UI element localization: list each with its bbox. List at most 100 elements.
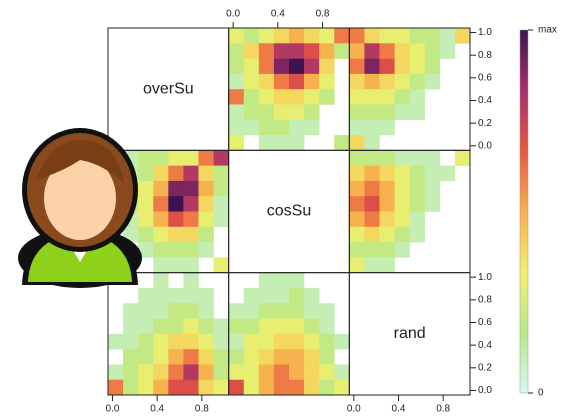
heat-cell — [379, 165, 395, 182]
heat-cell — [243, 58, 260, 75]
heat-cell — [409, 196, 426, 212]
heat-cell — [168, 211, 184, 228]
heat-cell — [138, 150, 154, 166]
heat-cell — [364, 180, 380, 197]
heat-cell — [168, 196, 184, 212]
heat-cell — [168, 165, 184, 182]
heat-cell — [213, 349, 229, 365]
heat-cell — [409, 104, 426, 121]
heat-cell — [138, 349, 154, 365]
heat-cell — [168, 303, 184, 319]
heat-cell — [138, 379, 154, 396]
heat-cell — [349, 58, 365, 75]
heat-cell — [349, 242, 365, 258]
heat-cell — [364, 58, 380, 75]
heat-cell — [123, 303, 139, 319]
y-tick-label: 1.0 — [478, 27, 492, 38]
heat-cell — [273, 28, 290, 44]
heat-cell — [379, 119, 395, 136]
heat-cell — [364, 119, 380, 136]
y-tick-label: 0.6 — [478, 317, 492, 328]
heat-cell — [409, 43, 426, 59]
heat-cell — [304, 28, 320, 44]
heat-cell — [289, 43, 305, 59]
heat-cell — [349, 119, 365, 136]
heat-cell — [454, 28, 471, 44]
heat-cell — [183, 318, 199, 335]
heat-cell — [123, 318, 139, 335]
heat-cell — [213, 364, 229, 381]
heat-cell — [228, 28, 245, 44]
heat-cell — [304, 119, 320, 136]
heat-cell — [289, 119, 305, 136]
heat-cell — [349, 211, 365, 228]
heat-cell — [243, 318, 260, 335]
heat-cell — [319, 73, 335, 90]
heat-cell — [138, 318, 154, 335]
x-tick-label: 0.4 — [150, 404, 164, 415]
y-tick-label: 0.8 — [478, 294, 492, 305]
variable-label: cosSu — [267, 203, 311, 220]
heat-cell — [379, 242, 395, 258]
heat-cell — [198, 349, 214, 365]
heat-cell — [243, 364, 260, 381]
heat-cell — [364, 73, 380, 90]
heat-cell — [138, 242, 154, 258]
heat-cell — [273, 318, 290, 335]
heat-cell — [394, 150, 410, 166]
heat-cell — [258, 303, 275, 319]
heat-cell — [319, 318, 335, 335]
heat-cell — [228, 119, 245, 136]
heat-cell — [409, 165, 426, 182]
heat-cell — [273, 104, 290, 121]
heat-cell — [379, 226, 395, 243]
heat-cell — [153, 257, 169, 273]
heat-cell — [198, 333, 214, 350]
heat-cell — [228, 379, 245, 396]
heat-cell — [289, 58, 305, 75]
heat-cell — [379, 28, 395, 44]
heat-cell — [183, 257, 199, 273]
heat-cell — [198, 303, 214, 319]
heat-cell — [183, 226, 199, 243]
heat-cell — [228, 135, 245, 151]
heat-cell — [153, 242, 169, 258]
heat-cell — [364, 150, 380, 166]
heat-cell — [168, 318, 184, 335]
heat-cell — [273, 287, 290, 304]
heat-cell — [349, 89, 365, 105]
heat-cell — [394, 242, 410, 258]
heat-cell — [258, 58, 275, 75]
y-tick-label: 0.2 — [478, 118, 492, 129]
heat-cell — [394, 180, 410, 197]
heat-cell — [183, 333, 199, 350]
heat-cell — [183, 272, 199, 289]
heat-cell — [379, 150, 395, 166]
heat-cell — [364, 135, 380, 151]
x-tick-label: 0.4 — [392, 404, 406, 415]
heat-cell — [228, 89, 245, 105]
heat-cell — [138, 211, 154, 228]
heat-cell — [319, 28, 335, 44]
heat-cell — [379, 180, 395, 197]
heat-cell — [243, 89, 260, 105]
heat-cell — [304, 43, 320, 59]
heat-cell — [289, 318, 305, 335]
heat-cell — [273, 333, 290, 350]
heat-cell — [183, 287, 199, 304]
heat-cell — [364, 257, 380, 273]
heat-cell — [198, 379, 214, 396]
heat-cell — [243, 303, 260, 319]
heat-cell — [349, 135, 365, 151]
heat-cell — [183, 303, 199, 319]
heat-cell — [228, 43, 245, 59]
x-tick-label: 0.0 — [226, 9, 240, 20]
heat-cell — [138, 196, 154, 212]
heat-cell — [153, 165, 169, 182]
heat-cell — [243, 349, 260, 365]
heat-cell — [289, 349, 305, 365]
heat-cell — [319, 379, 335, 396]
heat-cell — [289, 104, 305, 121]
heat-cell — [228, 333, 245, 350]
